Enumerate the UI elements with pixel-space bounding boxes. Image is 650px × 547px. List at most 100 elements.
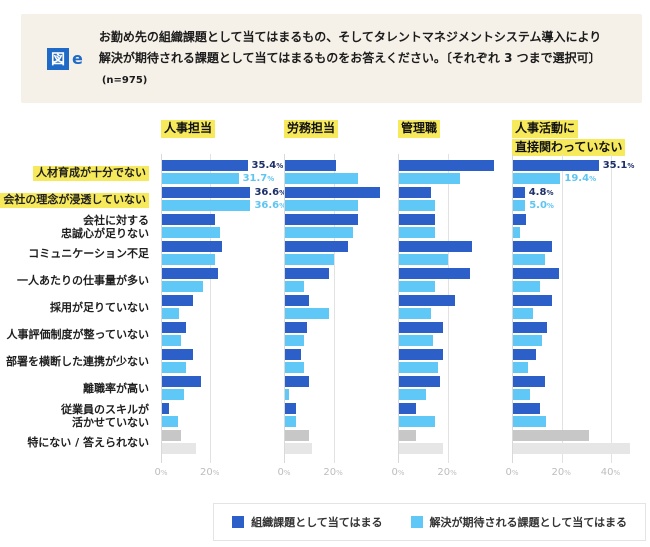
bar-expected-resolution <box>513 362 528 373</box>
bar-organizational-issue: 35.1% <box>513 160 634 171</box>
bar-organizational-issue <box>285 241 349 252</box>
category-label: 採用が足りていない <box>50 301 149 315</box>
bar-pair <box>399 295 506 319</box>
bar-expected-resolution <box>285 227 354 238</box>
bar-organizational-issue: 4.8% <box>513 187 553 198</box>
bar-expected-resolution <box>399 416 436 427</box>
bar-pair <box>513 322 640 346</box>
bar-organizational-issue <box>513 403 540 414</box>
bar-pair <box>513 241 640 265</box>
bar-organizational-issue <box>285 187 380 198</box>
bar-expected-resolution <box>162 335 182 346</box>
category-labels: 人材育成が十分でない 会社の理念が浸透していない 会社に対する 忠誠心が足りない コミュ… <box>0 120 158 457</box>
bar-expected-resolution <box>162 227 220 238</box>
gridline <box>610 154 612 463</box>
bar-pair <box>513 430 640 454</box>
category-label: 従業員のスキルが 活かせていない <box>61 402 149 429</box>
bar-pair <box>399 430 506 454</box>
bar-expected-resolution: 36.6% <box>162 200 286 211</box>
legend-item-organizational-issue: 組織課題として当てはまる <box>232 514 383 530</box>
value-label: 35.4% <box>251 159 284 171</box>
bar-expected-resolution <box>162 362 187 373</box>
bar-pair <box>162 295 278 319</box>
bar-expected-resolution <box>285 362 305 373</box>
bar-organizational-issue <box>399 214 436 225</box>
category-label: コミュニケーション不足 <box>28 247 149 261</box>
bar-pair <box>399 349 506 373</box>
bar-organizational-issue <box>162 376 201 387</box>
axis-tick: 20% <box>323 467 343 478</box>
bar-organizational-issue <box>162 295 194 306</box>
bar-organizational-issue <box>285 295 310 306</box>
bar-pair <box>399 268 506 292</box>
x-axis: 0% 20% <box>391 467 506 481</box>
bar-expected-resolution <box>513 443 631 454</box>
bar-pair <box>399 322 506 346</box>
category-label: 人事評価制度が整っていない <box>6 328 149 342</box>
legend-wrap: 組織課題として当てはまる 解決が期待される課題として当てはまる <box>0 503 646 541</box>
bar-pair: 35.4% 31.7% <box>162 160 283 184</box>
bar-expected-resolution <box>513 416 546 427</box>
bar-pair <box>285 160 392 184</box>
bar-organizational-issue <box>285 430 310 441</box>
gridline <box>210 154 212 463</box>
axis-tick: 40% <box>600 467 621 478</box>
bar-pair <box>399 214 506 238</box>
figure-header: 図 e お勤め先の組織課題として当てはまるもの、そしてタレントマネジメントシステ… <box>21 14 642 103</box>
bar-pair <box>162 376 278 400</box>
bar-expected-resolution <box>285 389 289 400</box>
bar-expected-resolution <box>285 308 329 319</box>
bar-expected-resolution <box>162 281 204 292</box>
gridline <box>561 154 563 463</box>
bar-pair <box>162 349 278 373</box>
category-label: 会社の理念が浸透していない <box>0 187 158 214</box>
bar-organizational-issue <box>513 322 548 333</box>
axis-tick: 0% <box>391 467 405 478</box>
bar-pair <box>162 430 278 454</box>
figure-title: お勤め先の組織課題として当てはまるもの、そしてタレントマネジメントシステム導入に… <box>99 27 626 90</box>
bar-organizational-issue <box>285 376 310 387</box>
bar-expected-resolution <box>513 227 521 238</box>
bar-expected-resolution: 31.7% <box>162 173 274 184</box>
bar-organizational-issue <box>162 241 223 252</box>
bar-expected-resolution <box>399 254 448 265</box>
bar-organizational-issue <box>513 376 545 387</box>
legend-label: 組織課題として当てはまる <box>251 516 383 529</box>
figure-title-line2: 解決が期待される課題として当てはまるものをお答えください。〔それぞれ 3 つまで… <box>98 51 601 86</box>
bar-organizational-issue <box>513 295 553 306</box>
bar-pair: 4.8% 5.0% <box>513 187 640 211</box>
bar-pair <box>285 349 392 373</box>
bar-expected-resolution: 19.4% <box>513 173 596 184</box>
bar-pair <box>285 376 392 400</box>
bar-organizational-issue <box>399 322 443 333</box>
bar-organizational-issue <box>399 160 494 171</box>
bar-pair <box>399 241 506 265</box>
bar-organizational-issue <box>399 349 443 360</box>
bar-expected-resolution <box>513 335 543 346</box>
bar-pair <box>513 403 640 427</box>
bar-organizational-issue <box>162 268 218 279</box>
legend-item-expected-resolution: 解決が期待される課題として当てはまる <box>410 514 627 530</box>
bar-expected-resolution <box>162 389 184 400</box>
bar-expected-resolution <box>285 254 334 265</box>
axis-tick: 20% <box>437 467 457 478</box>
bar-pair <box>162 214 278 238</box>
bar-organizational-issue <box>162 214 216 225</box>
bar-expected-resolution <box>513 389 531 400</box>
bar-organizational-issue <box>285 160 337 171</box>
bar-organizational-issue <box>285 403 296 414</box>
x-axis: 0% 20% 40% <box>505 467 640 481</box>
value-label: 5.0% <box>529 199 554 211</box>
axis-tick: 0% <box>505 467 519 478</box>
bar-organizational-issue <box>513 214 527 225</box>
bar-expected-resolution <box>399 362 438 373</box>
bar-pair <box>513 268 640 292</box>
category-label: 離職率が高い <box>83 382 149 396</box>
value-label: 36.6% <box>254 199 287 211</box>
bar-organizational-issue <box>162 349 194 360</box>
category-label: 人材育成が十分でない <box>0 160 158 187</box>
value-label: 31.7% <box>242 172 275 184</box>
bar-expected-resolution <box>162 443 196 454</box>
bar-pair <box>513 376 640 400</box>
x-axis: 0% 20% <box>277 467 392 481</box>
